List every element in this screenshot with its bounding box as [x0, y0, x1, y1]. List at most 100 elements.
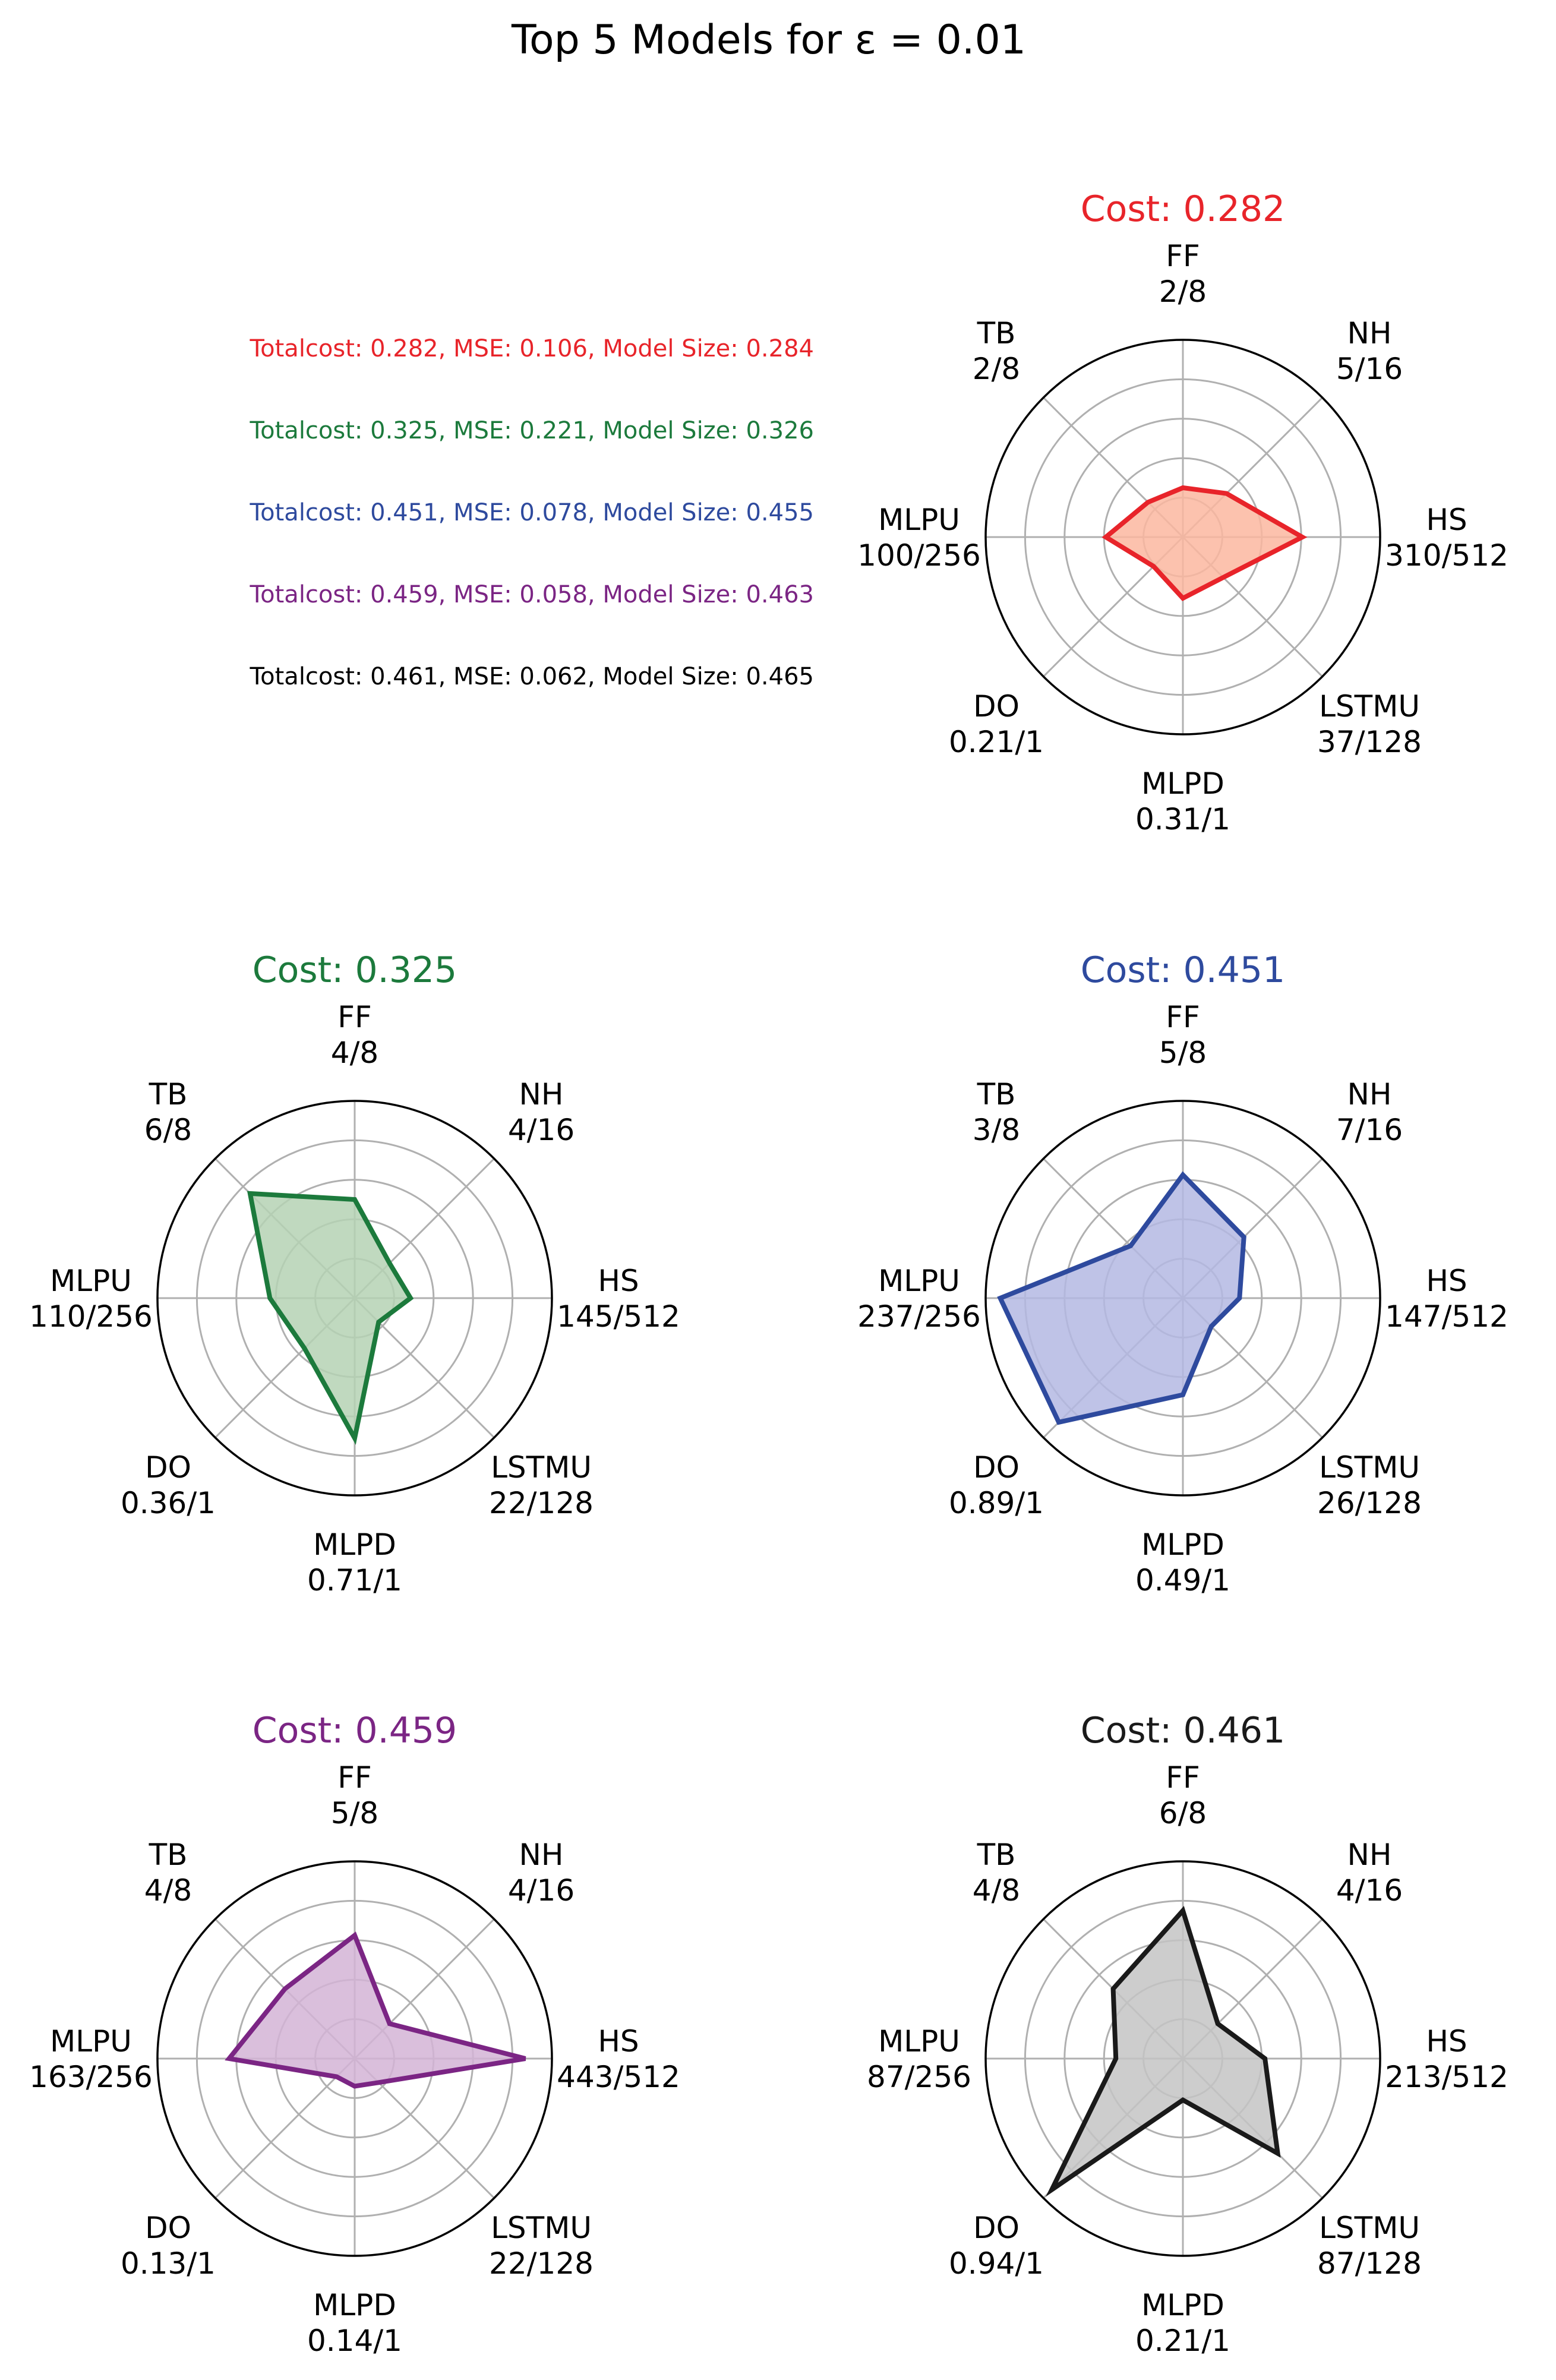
axis-value-ff: 5/8 — [331, 1796, 378, 1830]
radar-title: Cost: 0.451 — [1081, 949, 1285, 991]
axis-value-hs: 147/512 — [1385, 1299, 1508, 1334]
axis-value-mlpu: 237/256 — [857, 1299, 981, 1334]
axis-label-ff: FF — [337, 1000, 372, 1034]
axis-label-do: DO — [145, 2211, 191, 2245]
axis-label-ff: FF — [337, 1760, 372, 1795]
summary-line: Totalcost: 0.451, MSE: 0.078, Model Size… — [250, 499, 814, 526]
axis-label-mlpu: MLPU — [878, 2024, 960, 2059]
axis-value-hs: 213/512 — [1385, 2060, 1508, 2094]
radar-title: Cost: 0.459 — [253, 1710, 457, 1751]
axis-label-mlpu: MLPU — [878, 1264, 960, 1298]
axis-label-tb: TB — [149, 1838, 188, 1872]
axis-value-mlpd: 0.14/1 — [307, 2324, 402, 2358]
axis-label-tb: TB — [149, 1077, 188, 1112]
radar-series-area — [225, 1931, 526, 2089]
polar-frame — [984, 1100, 1381, 1497]
axis-value-do: 0.94/1 — [949, 2246, 1044, 2281]
radar-series-area — [247, 1191, 414, 1445]
axis-value-do: 0.13/1 — [121, 2246, 216, 2281]
axis-value-nh: 4/16 — [508, 1113, 575, 1147]
axis-value-nh: 4/16 — [1336, 1873, 1403, 1908]
axis-label-do: DO — [145, 1450, 191, 1485]
summary-line: Totalcost: 0.282, MSE: 0.106, Model Size… — [250, 335, 814, 362]
axis-value-mlpu: 163/256 — [29, 2060, 153, 2094]
polar-frame — [984, 1860, 1381, 2257]
axis-value-mlpd: 0.31/1 — [1135, 802, 1230, 837]
axis-value-tb: 6/8 — [144, 1113, 192, 1147]
axis-value-ff: 6/8 — [1159, 1796, 1207, 1830]
axis-value-mlpd: 0.71/1 — [307, 1563, 402, 1598]
axis-value-lstmu: 22/128 — [489, 2246, 594, 2281]
figure-title: Top 5 Models for ε = 0.01 — [511, 17, 1026, 64]
axis-label-lstmu: LSTMU — [491, 1450, 592, 1485]
axis-value-tb: 4/8 — [973, 1873, 1020, 1908]
axis-value-mlpu: 87/256 — [867, 2060, 971, 2094]
axis-label-mlpd: MLPD — [1141, 766, 1224, 801]
axis-value-tb: 2/8 — [973, 352, 1020, 386]
axis-label-lstmu: LSTMU — [1319, 2211, 1420, 2245]
axis-value-nh: 4/16 — [508, 1873, 575, 1908]
summary-line: Totalcost: 0.325, MSE: 0.221, Model Size… — [250, 417, 814, 444]
axis-label-mlpu: MLPU — [878, 503, 960, 537]
axis-label-do: DO — [973, 1450, 1020, 1485]
axis-value-tb: 3/8 — [973, 1113, 1020, 1147]
axis-label-lstmu: LSTMU — [1319, 1450, 1420, 1485]
radar-series-area — [1101, 485, 1308, 601]
axis-label-nh: NH — [1347, 1077, 1392, 1112]
radar-charts: Cost: 0.282FF2/8NH5/16HS310/512LSTMU37/1… — [29, 188, 1508, 2358]
axis-label-mlpu: MLPU — [50, 1264, 132, 1298]
summary-line: Totalcost: 0.459, MSE: 0.058, Model Size… — [250, 581, 814, 608]
axis-value-hs: 443/512 — [557, 2060, 680, 2094]
axis-label-hs: HS — [1426, 2024, 1467, 2059]
axis-label-tb: TB — [977, 316, 1016, 351]
axis-label-nh: NH — [1347, 316, 1392, 351]
polar-frame — [156, 1860, 553, 2257]
axis-label-mlpd: MLPD — [1141, 1527, 1224, 1562]
axis-label-do: DO — [973, 2211, 1020, 2245]
axis-value-ff: 4/8 — [331, 1036, 378, 1070]
axis-label-ff: FF — [1166, 239, 1200, 273]
axis-value-mlpd: 0.21/1 — [1135, 2324, 1230, 2358]
axis-label-tb: TB — [977, 1077, 1016, 1112]
axis-value-hs: 310/512 — [1385, 538, 1508, 573]
axis-label-hs: HS — [1426, 1264, 1467, 1298]
axis-value-lstmu: 37/128 — [1317, 725, 1422, 759]
axis-value-lstmu: 22/128 — [489, 1486, 594, 1520]
axis-value-nh: 5/16 — [1336, 352, 1403, 386]
axis-value-do: 0.36/1 — [121, 1486, 216, 1520]
radar-chart: Cost: 0.282FF2/8NH5/16HS310/512LSTMU37/1… — [857, 188, 1508, 837]
axis-label-lstmu: LSTMU — [1319, 689, 1420, 724]
axis-value-lstmu: 87/128 — [1317, 2246, 1422, 2281]
axis-label-mlpd: MLPD — [1141, 2288, 1224, 2322]
grid-spoke — [214, 2057, 356, 2199]
axis-value-do: 0.21/1 — [949, 725, 1044, 759]
axis-label-hs: HS — [598, 1264, 639, 1298]
radar-title: Cost: 0.461 — [1081, 1710, 1285, 1751]
radar-title: Cost: 0.282 — [1081, 188, 1285, 230]
axis-label-ff: FF — [1166, 1000, 1200, 1034]
polar-frame — [984, 339, 1381, 736]
axis-label-hs: HS — [598, 2024, 639, 2059]
radar-series-area — [997, 1171, 1246, 1425]
axis-value-lstmu: 26/128 — [1317, 1486, 1422, 1520]
axis-label-mlpd: MLPD — [313, 1527, 396, 1562]
radar-series-area — [1046, 1906, 1281, 2197]
axis-label-tb: TB — [977, 1838, 1016, 1872]
axis-value-mlpu: 100/256 — [857, 538, 981, 573]
axis-label-mlpd: MLPD — [313, 2288, 396, 2322]
axis-value-ff: 2/8 — [1159, 274, 1207, 309]
axis-label-mlpu: MLPU — [50, 2024, 132, 2059]
axis-value-nh: 7/16 — [1336, 1113, 1403, 1147]
summary-text-list: Totalcost: 0.282, MSE: 0.106, Model Size… — [250, 335, 814, 690]
axis-label-hs: HS — [1426, 503, 1467, 537]
axis-value-ff: 5/8 — [1159, 1036, 1207, 1070]
axis-label-nh: NH — [519, 1077, 564, 1112]
axis-label-nh: NH — [519, 1838, 564, 1872]
axis-label-nh: NH — [1347, 1838, 1392, 1872]
axis-value-mlpu: 110/256 — [29, 1299, 153, 1334]
